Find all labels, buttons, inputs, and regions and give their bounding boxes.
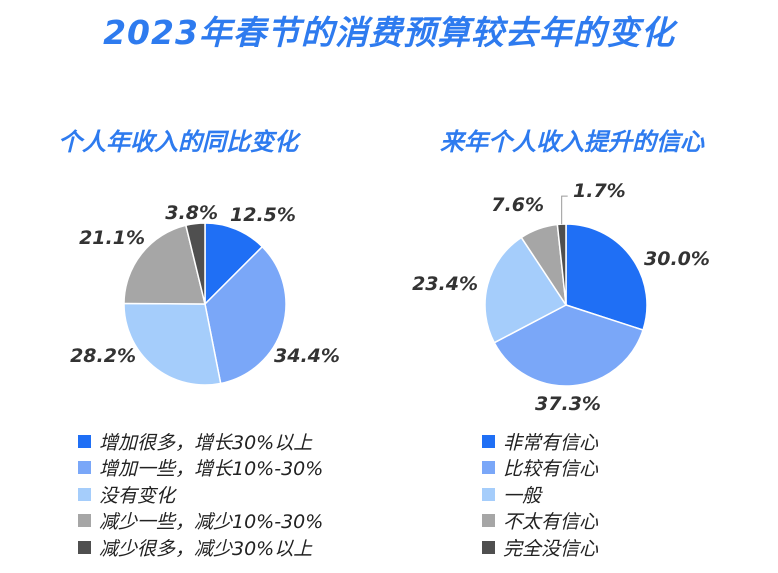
legend-item: 非常有信心 xyxy=(482,428,598,455)
legend-label: 非常有信心 xyxy=(503,431,599,454)
legend-swatch xyxy=(482,514,495,528)
legend-item: 不太有信心 xyxy=(482,508,598,535)
data-label: 23.4% xyxy=(412,273,478,295)
pie-slice xyxy=(493,304,644,387)
legend-label: 一般 xyxy=(503,484,542,507)
legend-swatch xyxy=(482,540,495,554)
legend-label: 增加一些，增长10%-30% xyxy=(99,458,324,481)
legend-swatch xyxy=(482,434,495,448)
pie-slice xyxy=(123,302,222,386)
legend-item: 增加一些，增长10%-30% xyxy=(78,455,323,482)
legend-swatch xyxy=(482,461,495,475)
leader-line xyxy=(561,195,568,225)
pie-slice xyxy=(123,224,206,305)
legend-item: 没有变化 xyxy=(78,481,323,508)
pie-slice xyxy=(565,223,648,331)
data-label: 1.7% xyxy=(573,180,626,202)
legend-label: 减少一些，减少10%-30% xyxy=(99,511,324,534)
legend-swatch xyxy=(78,540,91,554)
legend-label: 增加很多，增长30%以上 xyxy=(99,431,313,454)
pie-slice xyxy=(484,236,568,344)
data-label: 21.1% xyxy=(79,227,145,249)
pie-slice xyxy=(204,245,287,385)
pie-slice xyxy=(556,223,567,306)
legend-label: 减少很多，减少30%以上 xyxy=(99,537,313,560)
legend-swatch xyxy=(78,461,91,475)
data-label: 7.6% xyxy=(491,194,544,216)
legend-swatch xyxy=(482,487,495,501)
legend-swatch xyxy=(78,487,91,501)
legend-item: 减少很多，减少30%以上 xyxy=(78,534,323,561)
data-label: 37.3% xyxy=(535,393,601,415)
pie-slice xyxy=(204,222,264,306)
data-label: 28.2% xyxy=(70,345,136,367)
legend-item: 增加很多，增长30%以上 xyxy=(78,428,323,455)
legend-swatch xyxy=(78,434,91,448)
pie-slice xyxy=(184,222,206,305)
legend-item: 减少一些，减少10%-30% xyxy=(78,508,323,535)
right-chart-title: 来年个人收入提升的信心 xyxy=(440,128,704,156)
left-chart-title: 个人年收入的同比变化 xyxy=(58,128,298,156)
left-legend: 增加很多，增长30%以上 增加一些，增长10%-30% 没有变化 减少一些，减少… xyxy=(78,428,323,561)
legend-label: 完全没信心 xyxy=(503,537,599,560)
right-legend: 非常有信心 比较有信心 一般 不太有信心 完全没信心 xyxy=(482,428,598,561)
page-title: 2023年春节的消费预算较去年的变化 xyxy=(103,13,675,52)
legend-label: 没有变化 xyxy=(99,484,176,507)
data-label: 30.0% xyxy=(644,248,710,270)
legend-label: 不太有信心 xyxy=(503,511,599,534)
data-label: 3.8% xyxy=(165,202,218,224)
legend-item: 完全没信心 xyxy=(482,534,598,561)
legend-item: 一般 xyxy=(482,481,598,508)
data-label: 12.5% xyxy=(230,204,296,226)
data-label: 34.4% xyxy=(274,345,340,367)
legend-swatch xyxy=(78,514,91,528)
legend-label: 比较有信心 xyxy=(503,458,599,481)
legend-item: 比较有信心 xyxy=(482,455,598,482)
